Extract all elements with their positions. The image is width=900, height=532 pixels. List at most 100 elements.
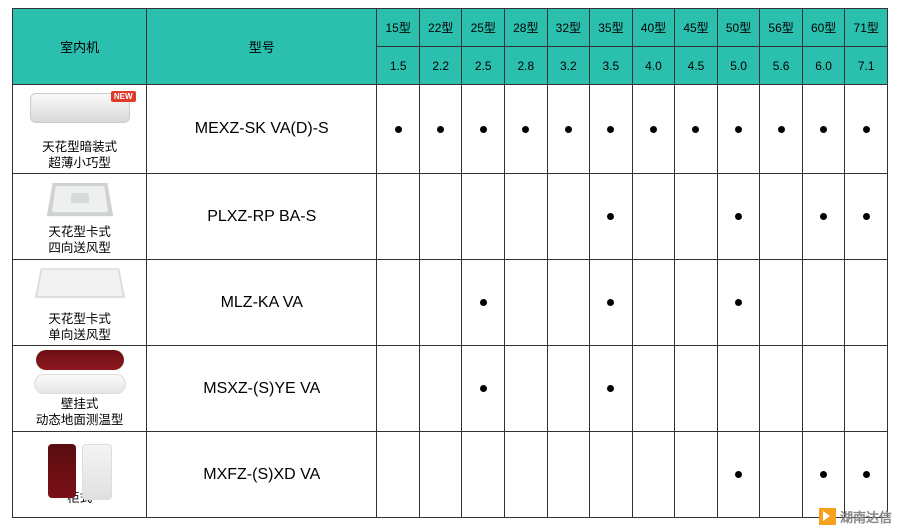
availability-cell [419, 85, 462, 174]
table-row: 壁挂式动态地面测温型MSXZ-(S)YE VA [13, 346, 888, 432]
watermark-text: 湖南达信 [840, 507, 892, 526]
availability-cell [675, 432, 718, 518]
availability-cell [547, 174, 590, 260]
header-cap-kw: 7.1 [845, 47, 888, 85]
header-cap-type: 45型 [675, 9, 718, 47]
availability-cell [845, 346, 888, 432]
availability-cell [760, 260, 803, 346]
dot-icon [565, 126, 572, 133]
availability-cell [462, 174, 505, 260]
availability-cell [717, 174, 760, 260]
availability-cell [462, 432, 505, 518]
dot-icon [863, 471, 870, 478]
dot-icon [820, 126, 827, 133]
availability-cell [845, 174, 888, 260]
availability-cell [845, 85, 888, 174]
unit-label: 天花型暗装式超薄小巧型 [13, 139, 146, 171]
compatibility-table: 室内机 型号 15型 22型 25型 28型 32型 35型 40型 45型 5… [12, 8, 888, 518]
dot-icon [735, 471, 742, 478]
header-cap-type: 15型 [377, 9, 420, 47]
availability-cell [419, 346, 462, 432]
dot-icon [735, 126, 742, 133]
header-unit: 室内机 [13, 9, 147, 85]
availability-cell [802, 85, 845, 174]
availability-cell [505, 174, 548, 260]
dot-icon [735, 213, 742, 220]
availability-cell [632, 432, 675, 518]
unit-image [30, 265, 130, 307]
dot-icon [607, 385, 614, 392]
dot-icon [480, 385, 487, 392]
header-cap-type: 71型 [845, 9, 888, 47]
availability-cell [377, 432, 420, 518]
header-cap-type: 40型 [632, 9, 675, 47]
header-cap-type: 35型 [590, 9, 633, 47]
header-cap-type: 50型 [717, 9, 760, 47]
dot-icon [480, 299, 487, 306]
availability-cell [717, 260, 760, 346]
dot-icon [820, 213, 827, 220]
availability-cell [377, 174, 420, 260]
availability-cell [505, 432, 548, 518]
availability-cell [505, 85, 548, 174]
availability-cell [547, 260, 590, 346]
availability-cell [675, 85, 718, 174]
watermark-icon [819, 508, 836, 525]
dot-icon [735, 299, 742, 306]
dot-icon [395, 126, 402, 133]
model-cell: MSXZ-(S)YE VA [147, 346, 377, 432]
header-cap-type: 25型 [462, 9, 505, 47]
header-model: 型号 [147, 9, 377, 85]
dot-icon [607, 126, 614, 133]
header-cap-kw: 2.8 [505, 47, 548, 85]
unit-cell: 柜式 [13, 432, 147, 518]
availability-cell [590, 174, 633, 260]
dot-icon [863, 126, 870, 133]
dot-icon [778, 126, 785, 133]
unit-label: 天花型卡式四向送风型 [13, 224, 146, 256]
availability-cell [760, 432, 803, 518]
watermark: 湖南达信 [819, 507, 892, 526]
availability-cell [547, 346, 590, 432]
header-cap-type: 60型 [802, 9, 845, 47]
table-row: NEW天花型暗装式超薄小巧型MEXZ-SK VA(D)-S [13, 85, 888, 174]
header-cap-kw: 3.2 [547, 47, 590, 85]
header-cap-kw: 3.5 [590, 47, 633, 85]
availability-cell [802, 432, 845, 518]
unit-image: NEW [30, 93, 130, 135]
unit-image [30, 178, 130, 220]
availability-cell [590, 346, 633, 432]
header-cap-kw: 5.0 [717, 47, 760, 85]
availability-cell [590, 260, 633, 346]
dot-icon [480, 126, 487, 133]
availability-cell [505, 260, 548, 346]
availability-cell [419, 432, 462, 518]
availability-cell [590, 85, 633, 174]
dot-icon [820, 471, 827, 478]
unit-cell: 壁挂式动态地面测温型 [13, 346, 147, 432]
availability-cell [632, 174, 675, 260]
header-cap-kw: 6.0 [802, 47, 845, 85]
availability-cell [547, 85, 590, 174]
unit-cell: 天花型卡式单向送风型 [13, 260, 147, 346]
model-cell: MXFZ-(S)XD VA [147, 432, 377, 518]
availability-cell [590, 432, 633, 518]
header-cap-kw: 2.5 [462, 47, 505, 85]
model-cell: PLXZ-RP BA-S [147, 174, 377, 260]
availability-cell [377, 346, 420, 432]
header-cap-kw: 2.2 [419, 47, 462, 85]
availability-cell [802, 260, 845, 346]
availability-cell [717, 346, 760, 432]
dot-icon [863, 213, 870, 220]
availability-cell [632, 85, 675, 174]
availability-cell [547, 432, 590, 518]
unit-cell: 天花型卡式四向送风型 [13, 174, 147, 260]
availability-cell [845, 432, 888, 518]
header-cap-kw: 4.0 [632, 47, 675, 85]
table-body: NEW天花型暗装式超薄小巧型MEXZ-SK VA(D)-S天花型卡式四向送风型P… [13, 85, 888, 518]
dot-icon [692, 126, 699, 133]
availability-cell [802, 346, 845, 432]
availability-cell [632, 346, 675, 432]
availability-cell [760, 174, 803, 260]
availability-cell [462, 346, 505, 432]
